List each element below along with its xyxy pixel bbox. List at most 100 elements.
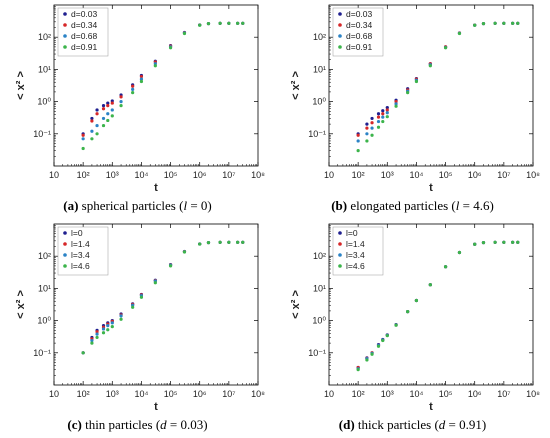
data-point — [101, 327, 106, 331]
legend-marker — [63, 253, 67, 257]
caption-text: spherical particles ( — [78, 198, 184, 213]
data-point — [443, 265, 448, 269]
x-tick-label: 10⁶ — [468, 170, 482, 180]
x-tick-label: 10 — [49, 170, 59, 180]
x-tick-label: 10⁷ — [222, 389, 235, 399]
data-point — [110, 321, 114, 325]
series-4 — [81, 21, 245, 151]
data-point — [139, 74, 144, 79]
data-point — [457, 31, 462, 36]
data-point — [101, 116, 106, 121]
data-point — [385, 111, 389, 115]
x-tick-label: 10⁸ — [526, 389, 540, 399]
data-point — [376, 115, 381, 119]
data-point — [81, 133, 85, 137]
data-point — [493, 21, 497, 25]
legend-marker — [338, 264, 342, 268]
series-4 — [356, 21, 520, 153]
data-point — [370, 133, 374, 137]
legend-label: l=3.4 — [71, 250, 90, 260]
x-axis-label: t — [154, 401, 158, 413]
data-point — [106, 328, 110, 332]
legend: d=0.03d=0.34d=0.68d=0.91 — [332, 7, 384, 57]
legend-label: d=0.68 — [346, 31, 373, 41]
data-point — [182, 250, 187, 254]
data-point — [153, 64, 157, 68]
y-tick-label: 10⁻¹ — [308, 129, 326, 139]
data-point — [106, 118, 110, 123]
caption-letter: (a) — [63, 198, 79, 213]
caption-text: elongated particles ( — [347, 198, 456, 213]
data-point — [457, 250, 462, 255]
data-point — [131, 87, 135, 91]
y-tick-label: 10¹ — [313, 283, 326, 293]
y-tick-label: 10⁻¹ — [33, 129, 51, 139]
data-point — [106, 101, 110, 105]
data-point — [511, 240, 515, 244]
data-point — [356, 149, 360, 153]
data-point — [131, 84, 135, 88]
x-tick-label: 10⁵ — [439, 170, 453, 180]
x-tick-label: 10⁷ — [497, 170, 510, 180]
panel-thick: 10 10² 10³ 10⁴ 10⁵ 10⁶ 10⁷ 10⁸ 10⁻¹ 10⁰ 10¹ 10² t < x… — [275, 219, 550, 438]
x-tick-label: 10² — [77, 170, 90, 180]
x-tick-label: 10⁶ — [193, 170, 207, 180]
data-point — [376, 125, 381, 129]
data-point — [95, 123, 99, 128]
data-point — [481, 240, 486, 245]
legend-label: d=0.91 — [346, 42, 373, 52]
data-point — [119, 95, 123, 99]
y-axis-label: < x² > — [290, 71, 302, 100]
data-point — [502, 240, 506, 244]
legend-marker — [338, 34, 342, 38]
data-point — [101, 107, 106, 111]
x-tick-label: 10⁸ — [251, 170, 265, 180]
data-point — [394, 323, 398, 327]
data-point — [227, 240, 231, 244]
data-point — [110, 101, 114, 105]
data-point — [218, 21, 222, 25]
data-point — [131, 91, 135, 95]
data-point — [206, 21, 211, 26]
data-point — [131, 305, 135, 309]
caption-value: = 4.6) — [459, 198, 494, 213]
caption-var: d — [438, 417, 446, 432]
data-point — [356, 133, 360, 137]
legend-label: l=4.6 — [346, 261, 365, 271]
y-tick-label: 10¹ — [313, 64, 326, 74]
y-tick-label: 10⁻¹ — [33, 348, 51, 358]
caption-letter: (b) — [331, 198, 348, 213]
plot-frame — [328, 4, 534, 167]
data-point — [236, 21, 240, 25]
data-point — [198, 242, 202, 246]
data-point — [428, 64, 432, 68]
data-point — [428, 283, 432, 287]
legend-marker — [338, 231, 342, 235]
plot-frame — [53, 4, 259, 167]
x-tick-label: 10³ — [106, 170, 119, 180]
x-tick-label: 10⁵ — [164, 389, 178, 399]
data-point — [90, 338, 94, 343]
data-point — [119, 100, 123, 104]
x-tick-label: 10⁷ — [497, 389, 510, 399]
data-point — [227, 21, 231, 25]
caption-b: (b) elongated particles (l = 4.6) — [275, 198, 550, 214]
data-point — [139, 79, 144, 84]
caption-value: = 0) — [187, 198, 212, 213]
x-tick-label: 10³ — [381, 170, 394, 180]
legend-label: l=1.4 — [346, 239, 365, 249]
data-point — [90, 129, 94, 133]
x-tick-label: 10⁴ — [134, 170, 148, 180]
legend-label: l=3.4 — [346, 250, 365, 260]
data-point — [206, 240, 211, 245]
x-axis-label: t — [429, 182, 433, 194]
data-point — [385, 108, 389, 112]
data-point — [101, 331, 106, 335]
x-tick-label: 10 — [324, 389, 334, 399]
data-point — [218, 240, 222, 244]
data-point — [81, 146, 85, 151]
caption-a: (a) spherical particles (l = 0) — [0, 198, 275, 214]
x-tick-label: 10⁷ — [222, 170, 235, 180]
data-point — [119, 317, 123, 321]
